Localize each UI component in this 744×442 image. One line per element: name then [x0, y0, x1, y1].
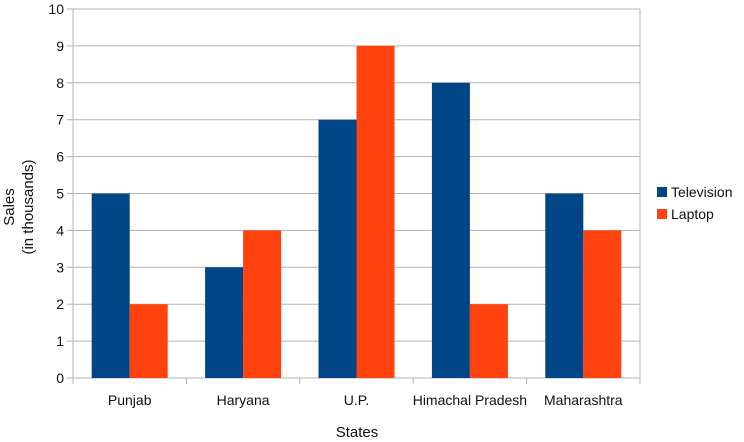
y-tick-label: 6: [56, 149, 64, 165]
bar-television-himachal-pradesh: [431, 82, 470, 379]
bar-laptop-haryana: [243, 230, 282, 378]
y-tick-label: 4: [56, 222, 64, 238]
legend-label-laptop: Laptop: [671, 206, 714, 222]
y-axis-title-line2: (in thousands): [20, 159, 37, 254]
x-axis-title: States: [336, 424, 379, 441]
x-tick-label: Himachal Pradesh: [413, 392, 527, 408]
y-tick-label: 9: [56, 38, 64, 54]
x-tick-label: Haryana: [217, 392, 270, 408]
x-tick-labels: Punjab Haryana U.P. Himachal Pradesh Maharas…: [108, 392, 623, 408]
y-tick-label: 3: [56, 259, 64, 275]
y-tick-label: 1: [56, 333, 64, 349]
x-tick-label: U.P.: [344, 392, 369, 408]
y-tick-label: 8: [56, 75, 64, 91]
y-tick-label: 7: [56, 112, 64, 128]
legend-swatch-television: [657, 187, 667, 197]
bar-laptop-himachal-pradesh: [469, 304, 508, 378]
legend-label-television: Television: [671, 184, 732, 200]
bar-television-maharashtra: [545, 193, 584, 378]
y-tick-label: 5: [56, 186, 64, 202]
bar-laptop-u-p-: [356, 45, 395, 379]
x-tick-label: Punjab: [108, 392, 152, 408]
y-tick-label: 2: [56, 296, 64, 312]
bar-television-haryana: [205, 267, 244, 378]
legend-swatch-laptop: [657, 209, 667, 219]
legend: Television Laptop: [657, 184, 732, 222]
bar-laptop-maharashtra: [583, 230, 622, 378]
y-tick-labels: 0 1 2 3 4 5 6 7 8 9 10: [48, 1, 64, 386]
bars: [91, 45, 622, 379]
x-tick-label: Maharashtra: [544, 392, 623, 408]
y-tick-label: 0: [56, 370, 64, 386]
bar-laptop-punjab: [129, 304, 168, 378]
bar-television-punjab: [91, 193, 130, 378]
bar-television-u-p-: [318, 119, 357, 378]
y-tick-label: 10: [48, 1, 64, 17]
y-axis-title-line1: Sales: [1, 188, 18, 226]
